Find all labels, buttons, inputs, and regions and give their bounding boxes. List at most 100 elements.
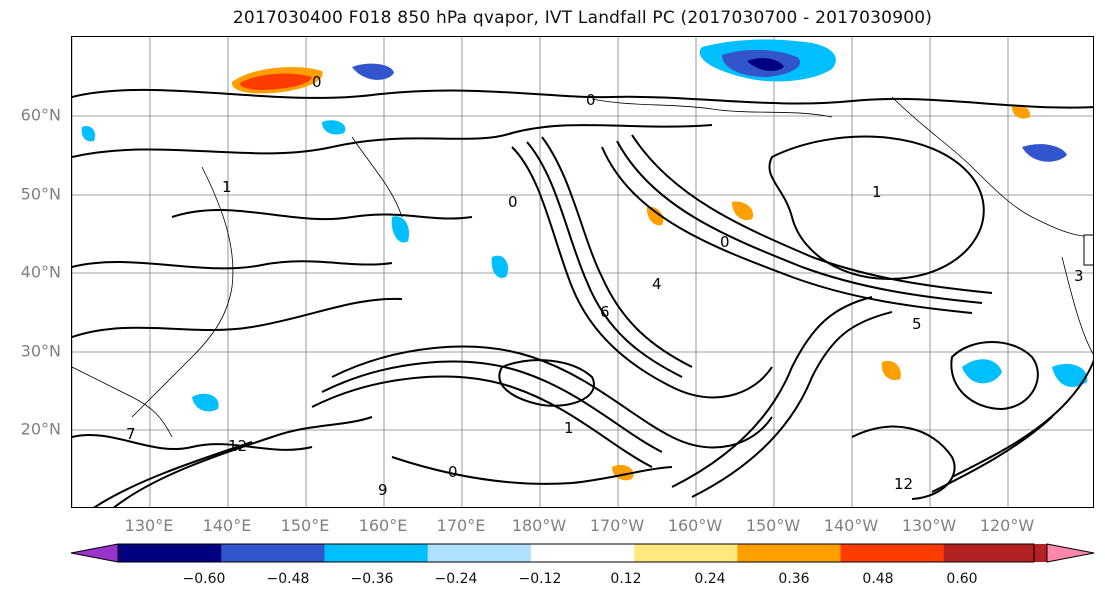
contour-label: 3 xyxy=(1074,267,1084,285)
contour-label: 12 xyxy=(894,475,913,493)
contour-line xyxy=(851,425,956,500)
lat-label-40n: 40°N xyxy=(20,262,61,282)
contour-label: 1 xyxy=(564,419,574,437)
contour-line xyxy=(391,456,673,485)
colorbar-segment xyxy=(737,544,842,562)
positive-anomaly-region xyxy=(732,201,754,221)
negative-anomaly-region xyxy=(1052,363,1088,387)
colorbar-tick-label: −0.60 xyxy=(182,571,226,587)
lat-label-20n: 20°N xyxy=(20,419,61,439)
contour-line xyxy=(671,296,873,488)
bering-coastline xyxy=(591,98,833,118)
asia-coastline xyxy=(131,166,234,418)
colorbar-extend-low xyxy=(70,543,119,563)
asia-coastline xyxy=(72,366,173,438)
contour-line xyxy=(631,134,993,294)
negative-anomaly-region xyxy=(81,125,96,142)
colorbar-tick-label: 0.36 xyxy=(778,571,810,587)
contour-line xyxy=(72,88,1093,109)
contour-line xyxy=(616,140,983,304)
lon-label: 130°E xyxy=(124,516,174,535)
contour-label: 12 xyxy=(228,437,247,455)
lon-label: 160°W xyxy=(667,516,723,535)
colorbar-segment xyxy=(530,544,635,562)
colorbar-outline xyxy=(117,543,1035,563)
contour-label: 9 xyxy=(378,481,388,499)
negative-anomaly-region xyxy=(491,255,509,278)
colorbar-segment xyxy=(943,544,1048,562)
contour-label: 4 xyxy=(652,275,662,293)
contour-label: 0 xyxy=(508,193,518,211)
contour-line xyxy=(526,141,683,378)
qvapor-anomaly-shading xyxy=(81,39,1088,481)
map-canvas: 0 0 0 0 0 1 1 1 4 5 6 7 9 12 12 3 xyxy=(72,37,1093,507)
negative-anomaly-region xyxy=(391,216,410,243)
positive-anomaly-region xyxy=(646,206,664,226)
contour-line xyxy=(511,146,773,399)
contour-label: 7 xyxy=(126,425,136,443)
edge-label-box xyxy=(1083,234,1093,266)
positive-anomaly-region xyxy=(240,73,312,90)
north-america-coastline xyxy=(1061,256,1093,355)
map-title: 2017030400 F018 850 hPa qvapor, IVT Land… xyxy=(232,8,933,28)
contour-label: 5 xyxy=(912,315,922,333)
contour-label: 0 xyxy=(586,91,596,109)
contour-label: 0 xyxy=(312,73,322,91)
contour-line xyxy=(768,135,985,280)
lon-label: 160°E xyxy=(358,516,408,535)
colorbar-tick-label: −0.12 xyxy=(518,571,562,587)
contour-line xyxy=(112,416,373,507)
contour-line xyxy=(72,433,313,451)
colorbar-tick-label: 0.24 xyxy=(694,571,726,587)
colorbar-segment xyxy=(840,544,945,562)
lon-label: 170°W xyxy=(589,516,645,535)
colorbar-tick-label: −0.48 xyxy=(266,571,310,587)
colorbar-tick-label: 0.12 xyxy=(610,571,642,587)
contour-line xyxy=(72,297,403,338)
lon-label: 180°W xyxy=(511,516,567,535)
negative-anomaly-region xyxy=(962,359,1002,384)
kamchatka-coastline xyxy=(351,136,403,218)
colorbar-segment xyxy=(427,544,532,562)
ivt-contours xyxy=(72,88,1093,507)
contour-label: 6 xyxy=(600,303,610,321)
contour-line xyxy=(498,359,595,407)
contour-line xyxy=(950,341,1039,411)
alaska-coastline xyxy=(891,96,1093,238)
colorbar-segments xyxy=(70,543,1095,563)
contour-line xyxy=(541,136,693,368)
contour-line xyxy=(311,375,653,468)
negative-anomaly-region xyxy=(352,63,394,80)
colorbar-tick-label: 0.60 xyxy=(946,571,978,587)
negative-anomaly-region xyxy=(192,393,219,412)
lat-label-50n: 50°N xyxy=(20,184,61,204)
lon-label: 170°E xyxy=(436,516,486,535)
contour-label: 0 xyxy=(448,463,458,481)
lon-label: 140°W xyxy=(823,516,879,535)
contour-line xyxy=(321,360,663,453)
colorbar-tick-label: 0.48 xyxy=(862,571,894,587)
lon-label: 150°W xyxy=(745,516,801,535)
contour-label: 1 xyxy=(872,183,882,201)
lat-label-60n: 60°N xyxy=(20,105,61,125)
contour-line xyxy=(601,146,973,314)
negative-anomaly-region xyxy=(322,120,346,135)
colorbar-segment xyxy=(324,544,429,562)
colorbar-tick-label: −0.24 xyxy=(434,571,478,587)
positive-anomaly-region xyxy=(881,360,901,381)
lon-label: 140°E xyxy=(202,516,252,535)
colorbar-extend-high xyxy=(1046,543,1095,563)
lon-label: 120°W xyxy=(979,516,1035,535)
contour-line xyxy=(72,124,713,158)
negative-anomaly-region xyxy=(1022,144,1067,162)
contour-line xyxy=(72,260,393,270)
negative-anomaly-region xyxy=(747,58,784,71)
colorbar-segment xyxy=(221,544,325,562)
lon-label: 150°E xyxy=(280,516,330,535)
graticule xyxy=(72,37,1093,507)
colorbar-segment xyxy=(118,544,222,562)
colorbar-tick-label: −0.36 xyxy=(350,571,394,587)
lon-label: 130°W xyxy=(901,516,957,535)
contour-label: 1 xyxy=(222,178,232,196)
contour-line xyxy=(951,359,1093,478)
